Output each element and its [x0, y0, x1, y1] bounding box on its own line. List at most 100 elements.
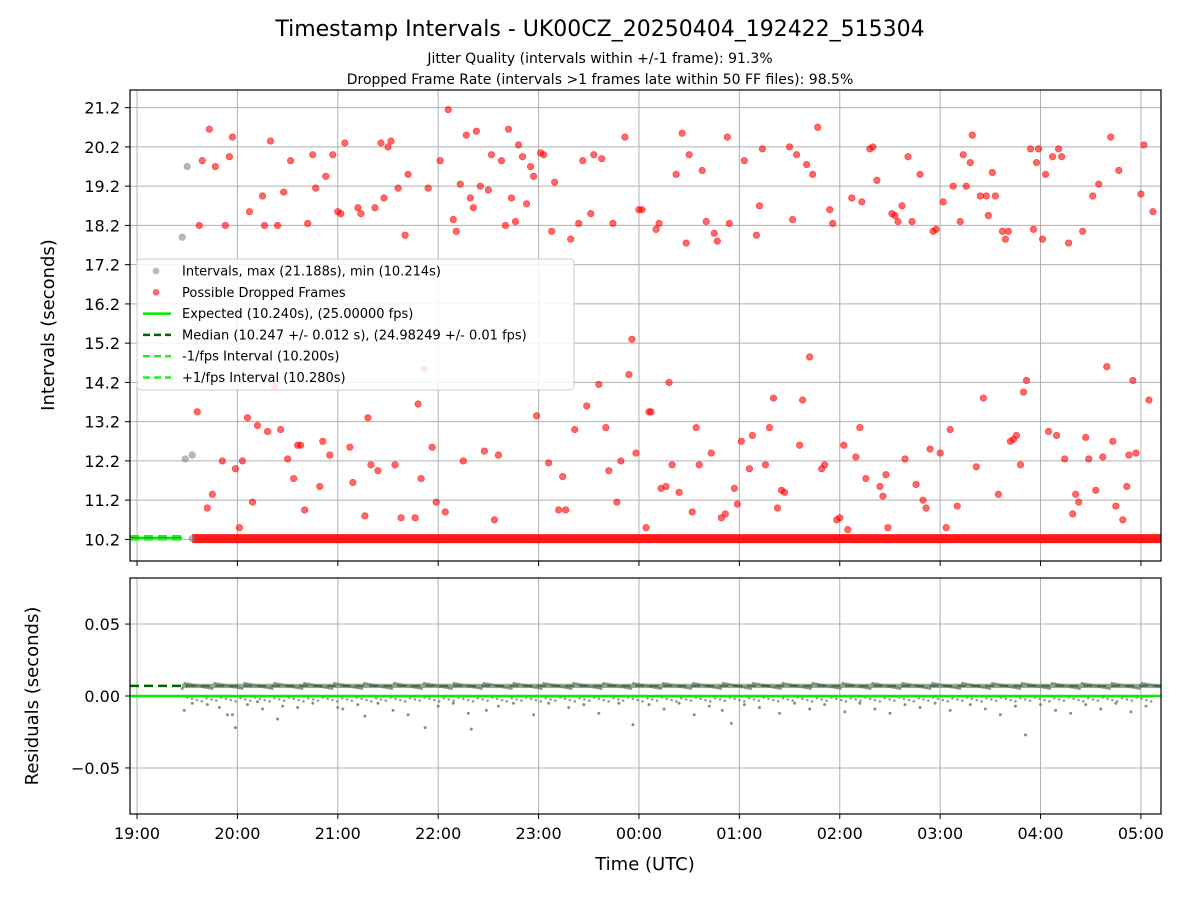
dropped-frame-point: [326, 451, 334, 459]
residual-point: [583, 698, 586, 701]
residual-point: [733, 697, 736, 701]
residual-point: [477, 686, 481, 690]
residual-point: [447, 698, 451, 701]
dropped-frame-point: [401, 231, 409, 239]
residual-point: [917, 696, 920, 700]
dropped-frame-point: [884, 524, 892, 532]
dropped-frame-point: [991, 192, 999, 200]
residual-point: [719, 687, 723, 691]
residual-outlier-point: [778, 711, 782, 715]
dropped-frame-point: [284, 455, 292, 463]
residual-point: [985, 686, 989, 690]
residual-outlier-point: [547, 701, 551, 705]
dropped-frame-point: [1119, 516, 1127, 524]
residual-point: [902, 697, 906, 701]
dropped-frame-point: [551, 178, 559, 186]
residual-point: [903, 682, 907, 686]
residual-point: [1019, 696, 1022, 700]
residual-point: [985, 696, 988, 700]
residual-point: [243, 681, 247, 685]
dropped-frame-point: [809, 170, 817, 178]
residual-point: [952, 685, 956, 689]
dropped-frame-point: [337, 210, 345, 218]
residual-point: [544, 696, 547, 700]
dropped-frame-point: [287, 157, 295, 165]
residual-point: [529, 697, 533, 701]
residual-point: [874, 682, 878, 686]
residual-point: [244, 698, 247, 701]
residual-point: [634, 682, 638, 686]
residual-point: [273, 681, 277, 685]
residual-point: [988, 687, 992, 691]
dropped-frame-point: [844, 525, 852, 534]
dropped-frame-point: [208, 490, 216, 498]
dropped-frame-point: [904, 153, 912, 161]
residual-outlier-point: [496, 704, 500, 708]
dropped-frame-point: [1058, 153, 1066, 161]
residual-point: [1057, 698, 1061, 701]
residual-point: [234, 700, 237, 703]
residual-point: [1121, 683, 1125, 687]
legend-label: Median (10.247 +/- 0.012 s), (24.98249 +…: [182, 328, 527, 343]
residual-point: [254, 683, 258, 687]
residual-outlier-point: [720, 708, 724, 712]
dropped-frame-point: [672, 170, 680, 178]
residual-point: [520, 699, 523, 702]
residual-point: [806, 686, 810, 690]
dropped-frame-point: [1034, 145, 1043, 153]
dropped-frame-point: [595, 380, 603, 388]
residual-point: [597, 697, 601, 701]
dropped-frame-point: [394, 184, 402, 192]
residual-point: [645, 684, 649, 688]
residual-point: [993, 682, 997, 686]
dropped-frame-point: [1085, 455, 1093, 463]
residual-point: [428, 697, 431, 701]
residual-point: [784, 682, 788, 686]
residual-outlier-point: [793, 701, 797, 705]
top-y-tick-label: 19.2: [84, 177, 120, 196]
dropped-frame-point: [821, 461, 829, 469]
residual-point: [311, 698, 315, 701]
dropped-frame-point: [540, 151, 548, 159]
residual-point: [931, 681, 935, 685]
residual-point: [618, 684, 622, 688]
top-y-axis-label: Intervals (seconds): [38, 239, 59, 411]
residual-point: [482, 681, 486, 685]
dropped-frame-point: [1107, 133, 1115, 141]
residual-point: [691, 681, 695, 685]
dropped-frame-point: [1069, 510, 1077, 518]
top-y-tick-label: 14.2: [84, 373, 120, 392]
residual-point: [827, 684, 831, 688]
top-points: [178, 106, 1162, 544]
residual-outlier-point: [968, 703, 972, 707]
dropped-frame-point: [869, 143, 877, 151]
dropped-frame-point: [235, 524, 244, 532]
residual-point: [490, 683, 494, 687]
residual-point: [330, 687, 334, 691]
dropped-frame-point: [1115, 166, 1123, 175]
dropped-frame-point: [518, 153, 527, 161]
dropped-frame-point: [908, 217, 916, 226]
dropped-frame-point: [371, 204, 379, 212]
residual-outlier-point: [1099, 707, 1103, 711]
top-lines: [130, 535, 183, 541]
bottom-x-tick-label: 00:00: [616, 824, 662, 843]
residual-point: [808, 687, 812, 691]
dropped-frame-point: [1089, 192, 1097, 200]
residual-outlier-point: [532, 713, 536, 717]
residual-point: [1107, 687, 1111, 691]
residual-outlier-point: [1023, 733, 1027, 737]
residual-point: [661, 681, 665, 685]
residual-point: [292, 697, 296, 701]
residual-point: [721, 681, 725, 685]
dropped-frame-point: [946, 425, 954, 434]
residual-point: [961, 681, 965, 685]
residual-outlier-point: [376, 701, 380, 705]
dropped-frame-point: [1032, 159, 1041, 167]
residual-point: [893, 699, 896, 702]
dropped-frame-point: [638, 206, 646, 214]
residual-point: [462, 697, 465, 701]
dropped-frame-point: [668, 461, 676, 469]
dropped-frame-point: [1048, 153, 1057, 161]
top-y-tick-label: 12.2: [84, 452, 120, 471]
